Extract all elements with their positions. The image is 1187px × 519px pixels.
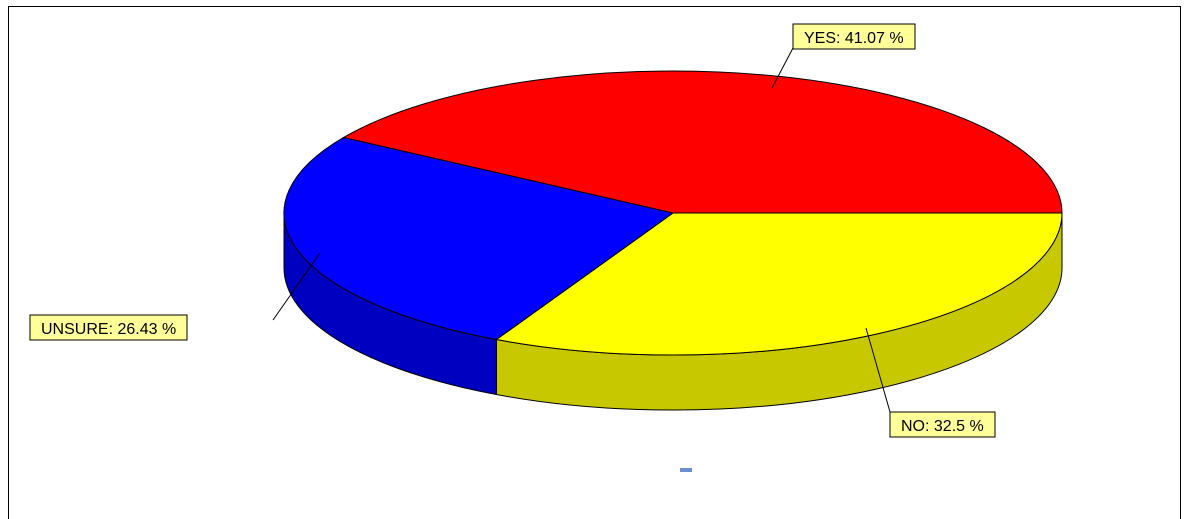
slice-label-text: UNSURE: 26.43 %: [41, 321, 176, 338]
leader-line: [865, 327, 891, 413]
slice-label-no: NO: 32.5 %: [865, 327, 996, 438]
label-box: [29, 314, 188, 341]
slice-label-yes: YES: 41.07 %: [771, 23, 916, 89]
pie-tops: [283, 70, 1063, 356]
label-box: [792, 23, 916, 50]
slice-unsure: [283, 136, 675, 341]
pie-labels: YES: 41.07 % NO: 32.5 % UNSURE: 26.43 %: [29, 23, 996, 438]
slice-label-text: YES: 41.07 %: [804, 30, 904, 47]
small-marker: [680, 468, 692, 472]
slice-label-unsure: UNSURE: 26.43 %: [29, 252, 321, 341]
label-box: [889, 411, 996, 438]
slice-yes: [342, 70, 1063, 214]
leader-line: [272, 252, 321, 321]
slice-no: [495, 212, 1063, 356]
leader-line: [771, 47, 794, 89]
slice-label-text: NO: 32.5 %: [901, 418, 984, 435]
